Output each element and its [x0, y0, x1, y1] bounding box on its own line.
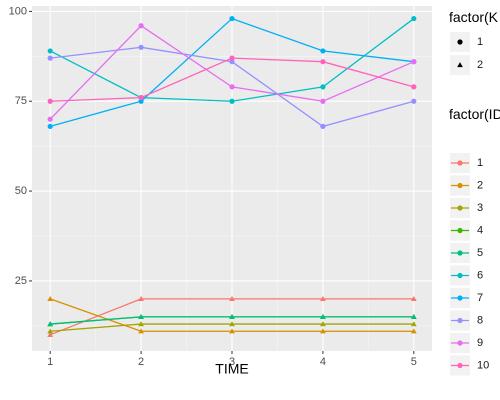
x-axis-title: TIME	[215, 360, 248, 376]
legend-color-point-6	[457, 272, 463, 279]
data-point-8	[320, 123, 326, 129]
legend-shape-circle	[457, 39, 463, 45]
legend-color-label: 10	[477, 360, 489, 372]
data-point-10	[411, 84, 417, 90]
legend-color-point-4	[457, 227, 463, 234]
data-point-9	[47, 116, 53, 122]
legend-color-point-1	[457, 160, 463, 166]
legend-color-label: 4	[477, 225, 483, 237]
data-point-2	[47, 296, 54, 302]
data-point-3	[320, 321, 326, 327]
data-point-2	[320, 328, 326, 334]
data-point-3	[410, 321, 417, 327]
data-point-1	[138, 296, 144, 302]
data-point-9	[320, 98, 326, 104]
data-point-7	[47, 123, 53, 129]
data-point-10	[229, 55, 235, 61]
x-tick-label: 2	[138, 356, 144, 368]
legend-color-point-8	[457, 317, 463, 324]
legend-shape-items: 12	[450, 32, 483, 75]
x-tick-label: 1	[47, 356, 53, 368]
legend-shape: factor(K 12	[449, 9, 499, 75]
legend-color-point-5	[457, 250, 463, 256]
legend-color-point-3	[457, 205, 463, 211]
data-point-8	[411, 98, 417, 104]
data-point-3	[229, 321, 235, 327]
y-tick-label: 75	[15, 95, 27, 107]
data-point-5	[138, 313, 144, 320]
data-point-7	[229, 15, 235, 22]
legend-color-title: factor(ID	[449, 106, 500, 122]
legend-color-label: 8	[477, 315, 483, 327]
data-point-9	[229, 84, 235, 90]
data-point-3	[138, 321, 144, 327]
legend-color: factor(ID 1 2 3 4 5 6 7 8 9 10	[449, 106, 500, 376]
data-point-3	[47, 328, 54, 334]
data-point-5	[229, 313, 235, 320]
legend-color-point-2	[457, 182, 463, 189]
data-point-8	[138, 44, 144, 50]
data-point-9	[138, 23, 144, 29]
legend-shape-triangle	[457, 62, 463, 68]
data-point-8	[229, 59, 235, 65]
y-axis: 25 50 75 100	[9, 5, 32, 287]
x-tick-label: 3	[229, 356, 235, 368]
data-point-2	[138, 328, 144, 334]
data-point-1	[320, 296, 326, 302]
y-tick-label: 100	[9, 5, 27, 17]
data-point-6	[411, 15, 417, 22]
x-tick-label: 5	[411, 356, 417, 368]
data-point-5	[47, 321, 54, 327]
data-point-5	[320, 313, 326, 320]
legend-color-label: 1	[477, 157, 483, 169]
x-axis: 1 2 3 4 5	[47, 351, 417, 368]
data-point-8	[47, 55, 53, 61]
legend-color-items: 1 2 3 4 5 6 7 8 9 10	[450, 153, 489, 376]
series-points	[47, 15, 417, 337]
data-point-10	[320, 59, 326, 65]
legend-color-point-7	[457, 295, 463, 301]
data-point-6	[47, 48, 53, 54]
data-point-5	[410, 313, 417, 320]
legend-color-label: 5	[477, 247, 483, 259]
y-tick-label: 25	[15, 275, 27, 287]
data-point-6	[320, 84, 326, 90]
y-tick-label: 50	[15, 185, 27, 197]
legend-shape-label: 2	[477, 59, 483, 71]
data-point-1	[47, 331, 54, 337]
legend-shape-label: 1	[477, 36, 483, 48]
legend-color-point-10	[457, 362, 463, 369]
legend-color-label: 9	[477, 337, 483, 349]
data-point-1	[410, 296, 417, 302]
data-point-10	[138, 95, 144, 101]
data-point-7	[138, 98, 144, 104]
legend-color-label: 7	[477, 292, 483, 304]
data-point-1	[229, 296, 235, 302]
legend-shape-title: factor(K	[449, 9, 499, 25]
legend-color-point-9	[457, 340, 463, 346]
legend-color-label: 3	[477, 202, 483, 214]
legend-color-label: 2	[477, 180, 483, 192]
data-point-7	[320, 48, 326, 54]
data-point-2	[410, 328, 417, 334]
data-point-9	[411, 59, 417, 65]
legend-color-label: 6	[477, 270, 483, 282]
data-point-10	[47, 98, 53, 104]
x-tick-label: 4	[320, 356, 326, 368]
data-point-2	[229, 328, 235, 334]
data-point-6	[229, 98, 235, 104]
